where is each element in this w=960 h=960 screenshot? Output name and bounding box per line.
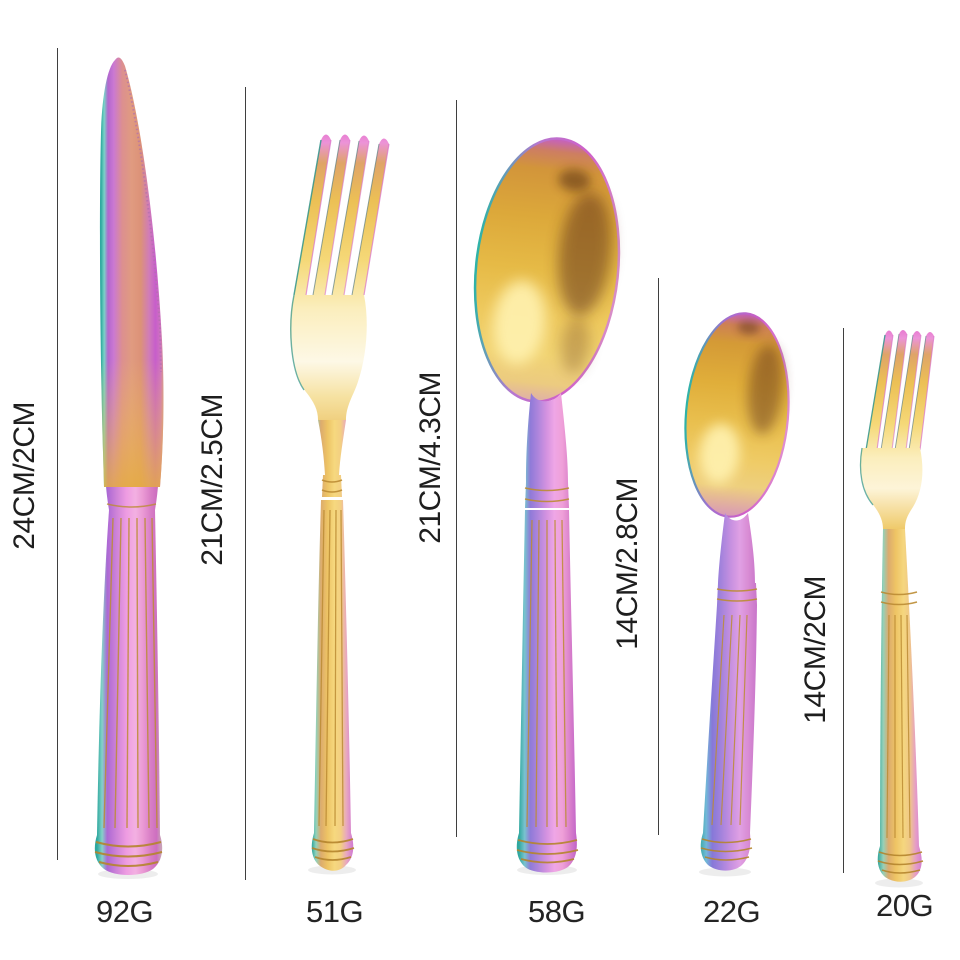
teafork-neck-rings bbox=[880, 591, 918, 606]
teaspoon-handle bbox=[703, 605, 757, 833]
teafork-head-left-edge bbox=[859, 447, 874, 506]
weight-label-dinner-knife: 92G bbox=[96, 894, 154, 929]
teafork-bulb-rings bbox=[877, 851, 924, 874]
teafork-tine-edges bbox=[865, 333, 935, 451]
teafork-handle bbox=[880, 529, 919, 846]
teaspoon-shadow bbox=[699, 867, 751, 877]
measure-line-tea-spoon bbox=[658, 278, 659, 835]
dimension-label-dinner-knife: 24CM/2CM bbox=[8, 402, 41, 550]
teafork-handle-flutes bbox=[886, 614, 911, 839]
measure-line-dinner-spoon bbox=[456, 100, 457, 837]
teaspoon-neck bbox=[718, 513, 755, 583]
teaspoon-neck-rings bbox=[716, 588, 758, 602]
fork-handle-flutes bbox=[318, 509, 344, 827]
dinner-knife-photo bbox=[94, 57, 164, 879]
teafork-head-plate bbox=[860, 448, 923, 529]
fork-head-plate bbox=[290, 295, 367, 420]
spoon-neck-rings bbox=[524, 487, 570, 503]
knife-serrated-edge bbox=[124, 69, 162, 373]
knife-bulb-rings bbox=[94, 841, 163, 867]
dimension-label-tea-spoon: 14CM/2.8CM bbox=[611, 478, 644, 650]
measure-line-dinner-fork bbox=[245, 87, 246, 880]
dinner-fork-photo bbox=[290, 134, 390, 875]
dimension-label-dinner-fork: 21CM/2.5CM bbox=[196, 394, 229, 566]
fork-neck bbox=[318, 420, 346, 475]
dinner-spoon-photo bbox=[473, 137, 621, 875]
teaspoon-bulb-rings bbox=[700, 838, 753, 861]
fork-bulb-rings bbox=[311, 838, 355, 861]
weight-label-dinner-fork: 51G bbox=[306, 894, 364, 929]
teaspoon-bowl-highlight bbox=[699, 423, 740, 484]
teafork-tines bbox=[866, 330, 934, 450]
spoon-bowl-reflection-low bbox=[561, 317, 590, 374]
teaspoon-handle-flutes bbox=[711, 614, 748, 826]
tea-fork-photo bbox=[859, 330, 935, 888]
weight-label-dinner-spoon: 58G bbox=[528, 894, 586, 929]
spoon-bulb-rings bbox=[516, 839, 579, 864]
teaspoon-bowl bbox=[684, 312, 790, 518]
weight-label-tea-fork: 20G bbox=[876, 888, 934, 923]
spoon-handle-flutes bbox=[526, 519, 567, 828]
spoon-neck bbox=[526, 393, 568, 482]
fork-tines bbox=[294, 134, 389, 295]
dimension-label-tea-fork: 14CM/2CM bbox=[799, 576, 832, 724]
weight-label-tea-spoon: 22G bbox=[703, 894, 761, 929]
fork-tine-edges bbox=[293, 139, 390, 296]
teaspoon-bowl-reflection-top bbox=[737, 320, 760, 335]
teaspoon-bowl-reflection-dark bbox=[747, 344, 783, 435]
measure-line-tea-fork bbox=[843, 328, 844, 873]
knife-bolster bbox=[106, 487, 158, 510]
spoon-bowl-reflection-dark bbox=[558, 192, 612, 316]
fork-head-left-edge bbox=[290, 294, 305, 391]
spoon-bowl bbox=[473, 137, 621, 403]
measure-line-dinner-knife bbox=[57, 48, 58, 860]
teaspoon-ring-band bbox=[717, 583, 757, 605]
spoon-bowl-reflection-top bbox=[558, 169, 591, 192]
knife-bolster-ring bbox=[106, 503, 157, 508]
knife-handle-flutes bbox=[103, 517, 158, 829]
fork-neck-rings bbox=[321, 479, 343, 493]
teafork-shadow bbox=[875, 878, 923, 888]
tea-spoon-photo bbox=[684, 312, 790, 877]
spoon-bowl-highlight bbox=[493, 280, 546, 365]
dimension-label-dinner-spoon: 21CM/4.3CM bbox=[414, 372, 447, 544]
knife-blade-gold-sheen bbox=[99, 57, 164, 488]
fork-ring-band bbox=[322, 475, 342, 497]
spoon-ring-band bbox=[525, 482, 569, 508]
